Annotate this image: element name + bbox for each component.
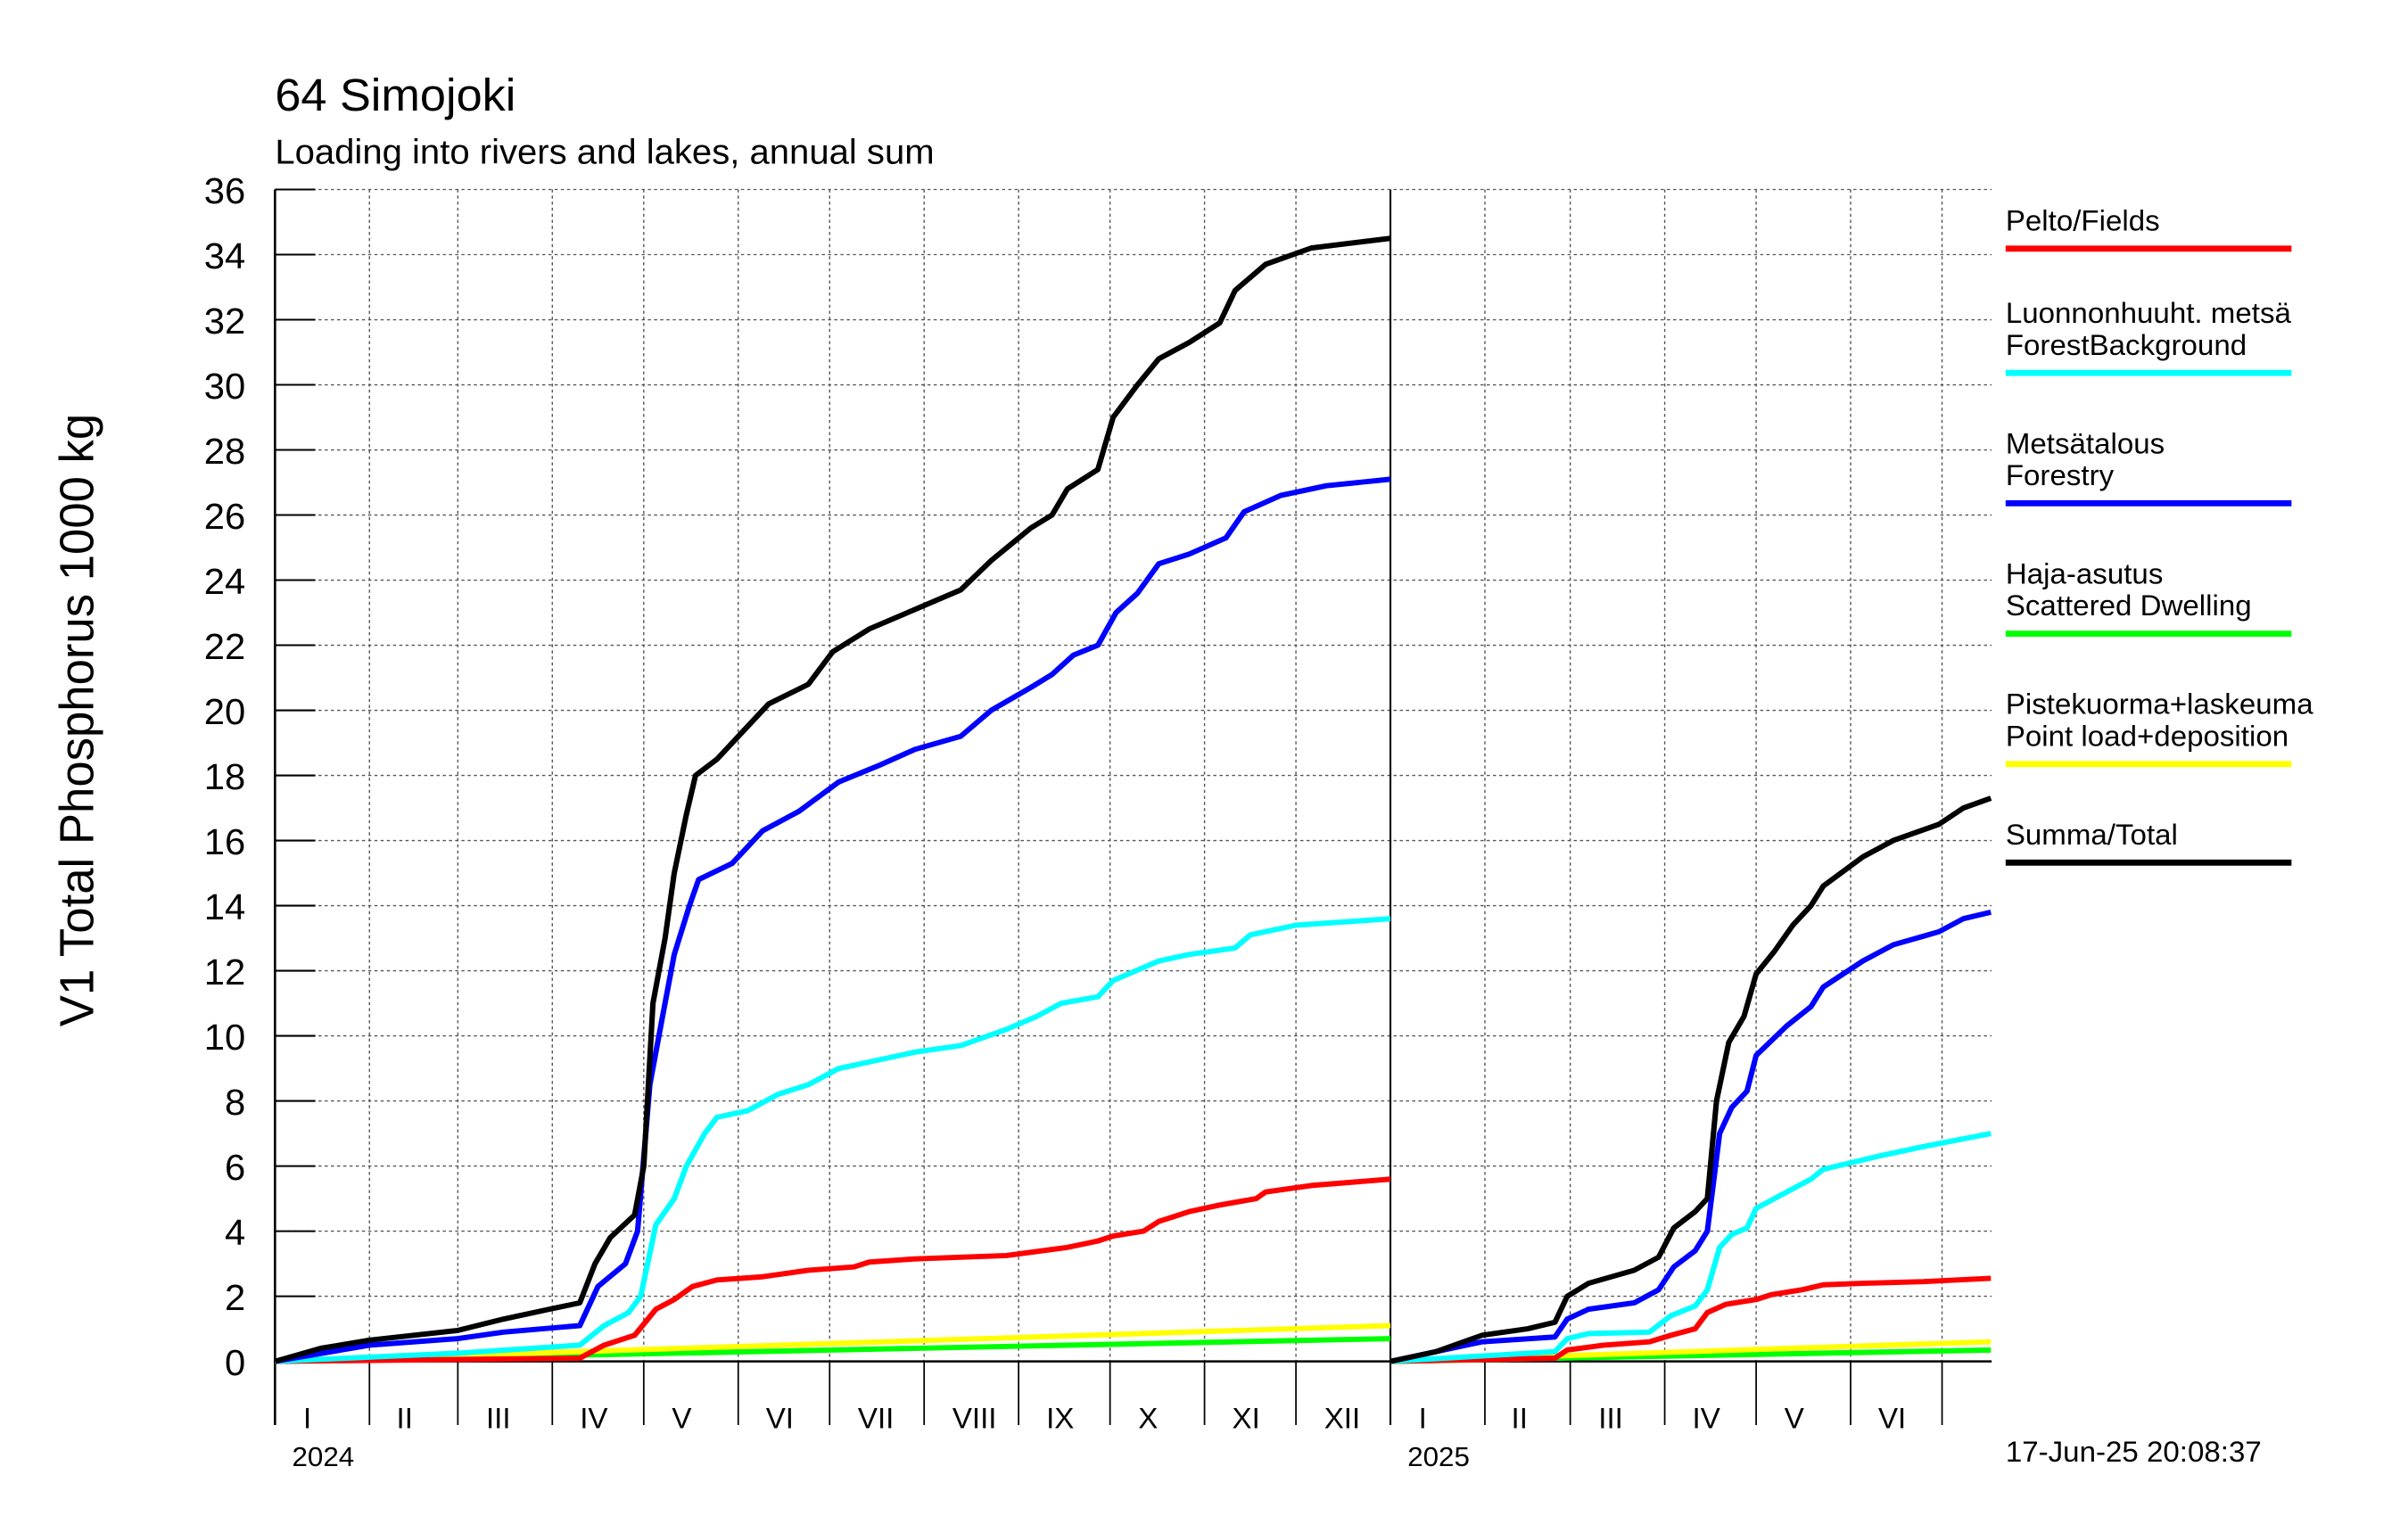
month-label: IV (580, 1402, 607, 1435)
y-tick-label: 14 (204, 886, 245, 927)
series-line-forest-background-2025 (1390, 1131, 1992, 1364)
year-label: 2024 (292, 1441, 354, 1472)
month-label: VI (766, 1402, 794, 1435)
month-label: I (1419, 1402, 1427, 1435)
month-label: XII (1324, 1402, 1360, 1435)
month-label: IV (1693, 1402, 1720, 1435)
y-tick-label: 8 (225, 1082, 245, 1122)
month-label: V (672, 1402, 691, 1435)
series-line-fields-2025 (1390, 1275, 1992, 1364)
y-tick-label: 0 (225, 1342, 245, 1382)
y-tick-label: 26 (204, 496, 245, 536)
series-line-forest-background-2024 (275, 916, 1391, 1364)
legend-item-fields: Pelto/Fields (2005, 204, 2292, 252)
legend-label: Haja-asutus (2006, 557, 2164, 590)
y-tick-label: 30 (204, 366, 245, 406)
month-label: I (303, 1402, 311, 1435)
y-tick-label: 36 (204, 170, 245, 210)
y-tick-label: 4 (225, 1212, 245, 1252)
legend-label: Point load+deposition (2006, 720, 2288, 753)
year-label: 2025 (1407, 1441, 1470, 1472)
month-label: III (486, 1402, 511, 1435)
timestamp: 17-Jun-25 20:08:37 (2006, 1435, 2262, 1468)
chart-title: 64 Simojoki (275, 70, 515, 120)
series-line-total-2025 (1390, 795, 1992, 1364)
y-axis-label: V1 Total Phosphorus 1000 kg (51, 414, 104, 1026)
legend-label: Metsätalous (2006, 427, 2165, 460)
series-line-forestry-2024 (274, 476, 1391, 1364)
y-tick-label: 10 (204, 1017, 245, 1057)
month-label: VIII (952, 1402, 997, 1435)
month-label: II (397, 1402, 413, 1435)
month-label: IX (1046, 1402, 1074, 1435)
series-line-total-2024 (274, 235, 1391, 1364)
y-tick-label: 34 (204, 235, 245, 276)
legend-label: Scattered Dwelling (2006, 589, 2252, 622)
y-tick-label: 12 (204, 952, 245, 992)
y-tick-label: 20 (204, 691, 245, 731)
y-tick-label: 6 (225, 1147, 245, 1187)
y-tick-label: 28 (204, 431, 245, 471)
month-label: X (1138, 1402, 1158, 1435)
month-label: VII (858, 1402, 894, 1435)
series-line-fields-2024 (275, 1176, 1391, 1364)
legend-label: Forestry (2006, 458, 2115, 491)
y-tick-label: 2 (225, 1277, 245, 1317)
legend-label: Luonnonhuuht. metsä (2006, 296, 2292, 329)
month-label: III (1598, 1402, 1623, 1435)
month-label: V (1785, 1402, 1804, 1435)
month-label: VI (1878, 1402, 1906, 1435)
month-label: II (1512, 1402, 1528, 1435)
legend-label: Pelto/Fields (2006, 204, 2160, 237)
legend-label: Pistekuorma+laskeuma (2006, 688, 2314, 721)
y-tick-label: 16 (204, 821, 245, 861)
chart-subtitle: Loading into rivers and lakes, annual su… (275, 133, 934, 171)
legend-item-total: Summa/Total (2005, 818, 2292, 866)
month-label: XI (1233, 1402, 1260, 1435)
y-tick-label: 22 (204, 626, 245, 666)
legend-label: Summa/Total (2006, 818, 2178, 851)
y-tick-label: 18 (204, 756, 245, 796)
legend-label: ForestBackground (2006, 328, 2247, 361)
y-tick-label: 24 (204, 561, 245, 601)
y-tick-label: 32 (204, 301, 245, 341)
series-line-forestry-2025 (1390, 909, 1992, 1364)
